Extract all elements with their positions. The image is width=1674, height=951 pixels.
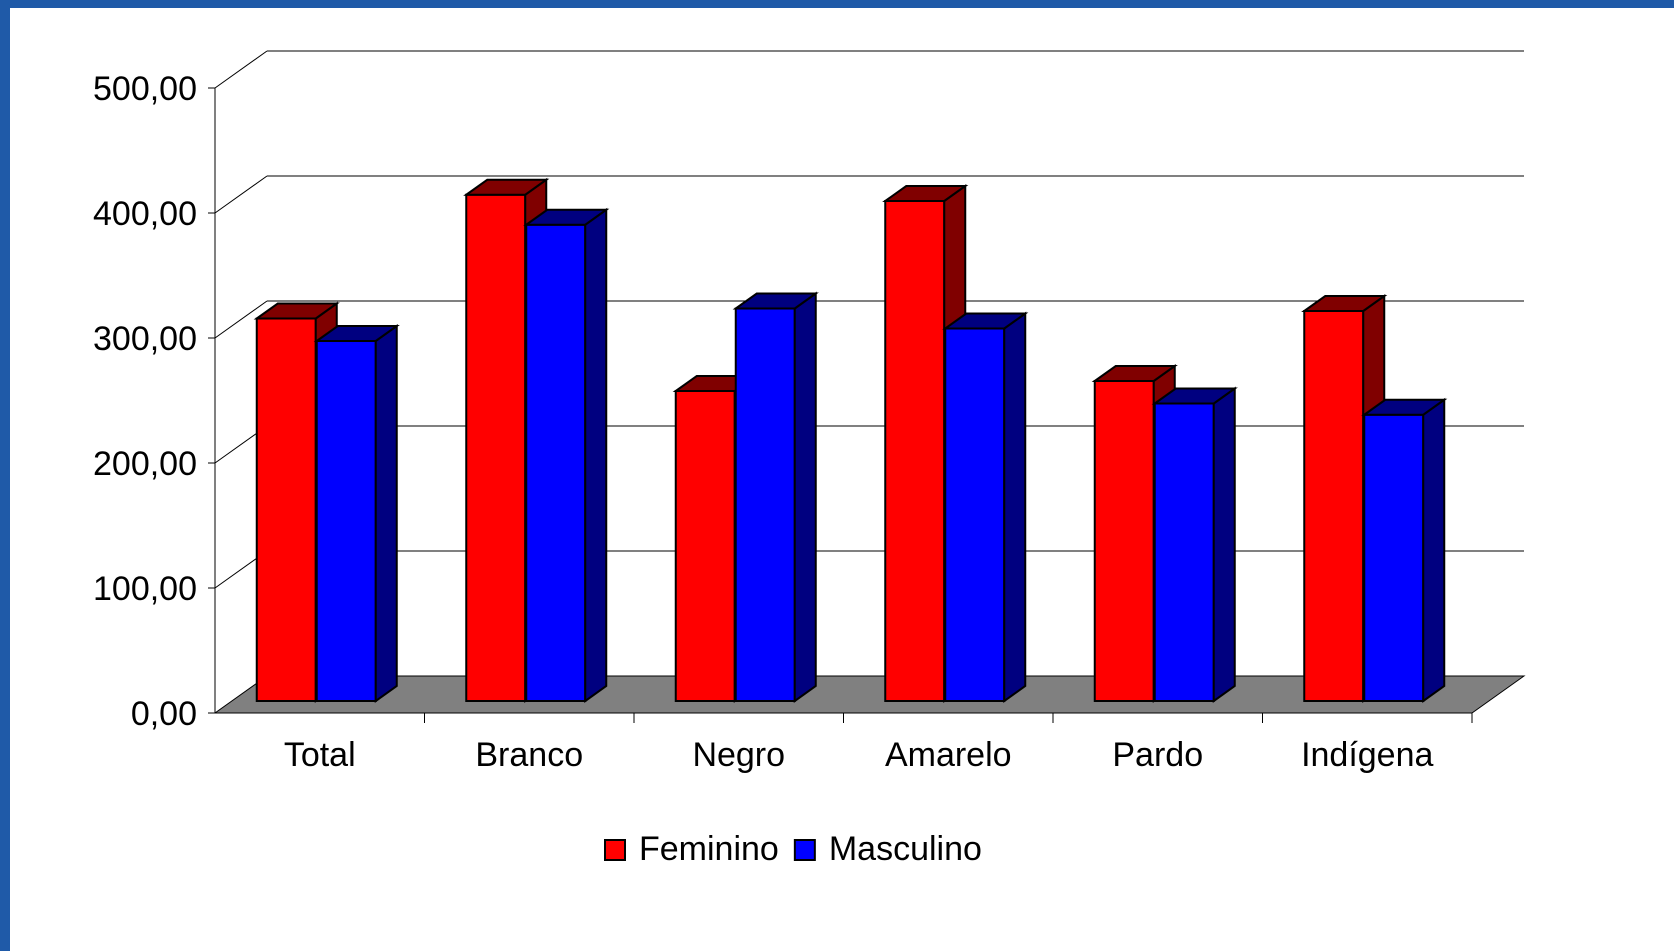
bar-top: [463, 178, 550, 196]
bar-front: [1153, 402, 1215, 702]
legend-swatch-masculino: [793, 839, 816, 861]
x-tick-label: Branco: [475, 736, 583, 774]
bar-front: [734, 307, 796, 702]
y-tick-label: 300,00: [93, 320, 197, 358]
y-tick-label: 100,00: [93, 570, 197, 608]
bar-front: [255, 317, 317, 702]
x-tick-label: Negro: [692, 736, 785, 774]
bar-top: [942, 312, 1029, 330]
bar-front: [525, 223, 587, 702]
bar-top: [313, 325, 400, 342]
bar-front: [884, 200, 946, 702]
x-tick-label: Total: [284, 736, 356, 774]
gridline-diagonal: [214, 175, 268, 214]
bar-front: [674, 390, 736, 702]
chart-frame: 0,00 100,00 200,00 300,00 400,00 500,00 Total…: [10, 8, 1674, 951]
bar-top: [1301, 295, 1388, 312]
bar-chart: 0,00 100,00 200,00 300,00 400,00 500,00 Total…: [93, 50, 1526, 868]
x-tick-label: Indígena: [1301, 736, 1433, 774]
legend-label-masculino: Masculino: [829, 830, 982, 868]
y-tick-label: 200,00: [93, 445, 197, 483]
y-axis-tick-labels: 0,00 100,00 200,00 300,00 400,00 500,00: [93, 70, 197, 733]
legend: Feminino Masculino: [604, 830, 982, 868]
bar-side: [374, 324, 398, 703]
bar-top: [253, 302, 340, 320]
bar-top: [1151, 387, 1238, 405]
x-axis-tick-labels: Total Branco Negro Amarelo Pardo Indígena: [284, 736, 1434, 774]
bar-masculino-indígena: [1361, 397, 1448, 703]
bar-top: [523, 208, 610, 226]
bar-top: [1361, 398, 1448, 416]
bar-top: [732, 292, 819, 310]
bar-front: [1093, 380, 1155, 702]
bar-masculino-negro: [732, 291, 819, 703]
bar-top: [1091, 365, 1178, 382]
legend-swatch-feminino: [604, 839, 626, 861]
y-tick-label: 500,00: [93, 70, 197, 108]
y-tick-label: 400,00: [93, 195, 197, 233]
bar-side: [793, 291, 817, 703]
bar-front: [1363, 413, 1425, 702]
bar-side: [1212, 386, 1236, 703]
bar-front: [465, 193, 527, 702]
bar-side: [1422, 397, 1446, 703]
bar-masculino-total: [313, 324, 400, 703]
bar-masculino-amarelo: [942, 311, 1029, 703]
bar-masculino-pardo: [1151, 386, 1238, 703]
bar-front: [944, 327, 1006, 702]
bar-side: [584, 207, 608, 703]
y-tick-label: 0,00: [131, 695, 197, 733]
gridline-diagonal: [214, 300, 268, 339]
bar-top: [882, 185, 969, 202]
bar-front: [315, 340, 377, 702]
bar-side: [1003, 311, 1027, 703]
x-tick-label: Amarelo: [885, 736, 1012, 774]
bars: [253, 177, 1448, 703]
bar-front: [1303, 310, 1365, 702]
x-tick-label: Pardo: [1112, 736, 1203, 774]
gridline-diagonal: [214, 50, 268, 89]
bar-masculino-branco: [523, 207, 610, 703]
axes: [208, 87, 1473, 723]
legend-label-feminino: Feminino: [639, 830, 779, 868]
